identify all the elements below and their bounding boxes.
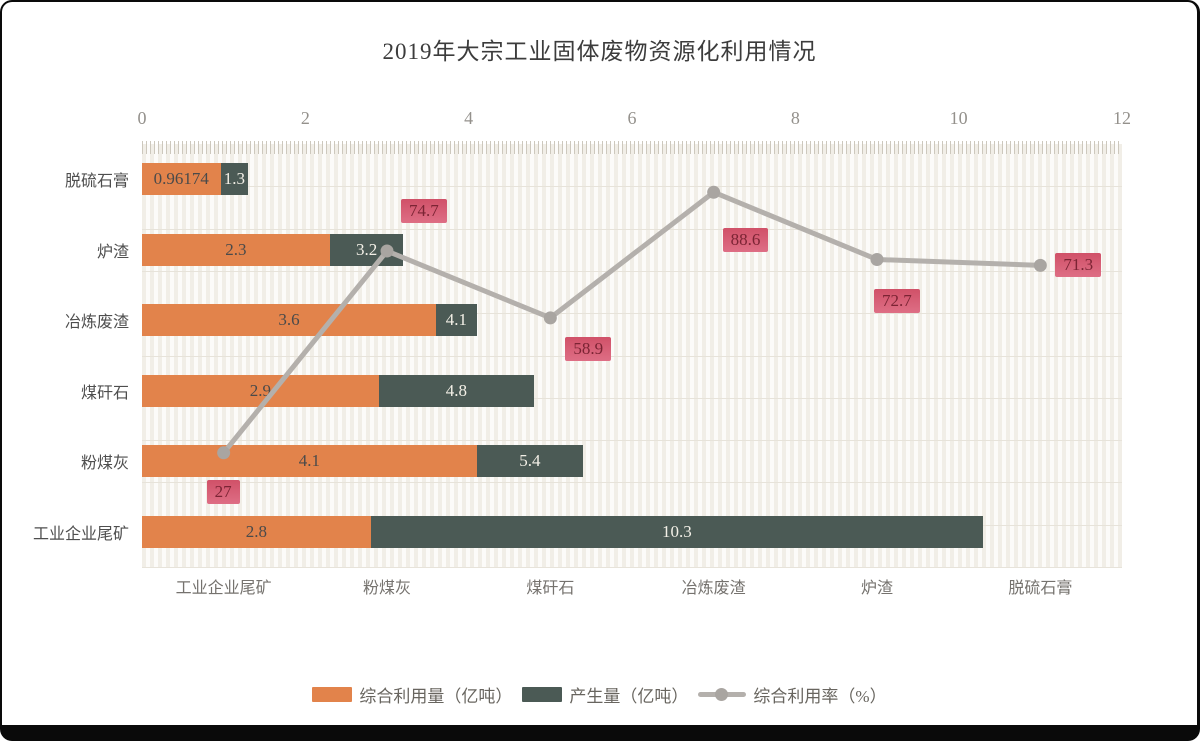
- line-category-label: 冶炼废渣: [681, 580, 746, 597]
- line-category-label: 煤矸石: [526, 580, 575, 597]
- legend-item-production[interactable]: 产生量（亿吨）: [522, 682, 688, 707]
- bar-value-label: 4.8: [445, 380, 468, 400]
- bar-category-label: 粉煤灰: [80, 455, 129, 473]
- rate-point[interactable]: [707, 185, 721, 199]
- bar-utilization[interactable]: [142, 374, 379, 407]
- bar-value-label: 2.3: [225, 239, 247, 259]
- gridline: [142, 355, 1122, 357]
- bar-production[interactable]: [436, 304, 477, 337]
- production-swatch-icon: [522, 687, 563, 702]
- rate-line-path: [221, 189, 1043, 456]
- x-axis-tick-label: 0: [137, 108, 147, 128]
- rate-line-swatch-icon: [698, 687, 747, 702]
- rate-point[interactable]: [217, 446, 231, 460]
- gridline: [142, 313, 1122, 315]
- bar-value-label: 0.96174: [153, 169, 209, 189]
- bar-utilization[interactable]: [142, 445, 477, 478]
- bar-value-label: 3.2: [355, 239, 378, 259]
- bar-category-label: 冶炼废渣: [64, 314, 129, 332]
- x-axis-tick-label: 12: [1113, 108, 1131, 128]
- bar-production[interactable]: [378, 374, 534, 407]
- bar-category-label: 脱硫石膏: [64, 173, 129, 191]
- x-axis-minor-ticks: [142, 141, 1122, 154]
- rate-line-chart: [217, 185, 1047, 460]
- bar-category-label: 煤矸石: [80, 384, 129, 402]
- legend-label-rate: 综合利用率（%）: [753, 687, 887, 706]
- x-axis-tick-label: 4: [464, 108, 474, 128]
- bar-value-label: 1.3: [223, 169, 245, 189]
- bar-value-label: 10.3: [662, 521, 692, 541]
- x-axis-tick-label: 2: [300, 108, 310, 128]
- line-category-label: 炉渣: [860, 580, 894, 597]
- rate-point[interactable]: [543, 311, 557, 325]
- gridline: [142, 270, 1122, 272]
- gridline: [142, 440, 1122, 442]
- rate-point[interactable]: [1033, 258, 1047, 272]
- bar-value-label: 4.1: [445, 310, 468, 330]
- bar-production[interactable]: [476, 445, 583, 478]
- x-axis-tick-label: 8: [790, 108, 800, 128]
- chart-title: 2019年大宗工业固体废物资源化利用情况: [382, 39, 817, 64]
- rate-value-badge: 58.9: [565, 336, 612, 361]
- bar-utilization[interactable]: [142, 233, 330, 266]
- legend-label-production: 产生量（亿吨）: [569, 687, 689, 706]
- bar-utilization[interactable]: [142, 163, 221, 196]
- gridline: [142, 397, 1122, 399]
- bar-value-label: 3.6: [278, 310, 300, 330]
- utilization-swatch-icon: [312, 687, 353, 702]
- line-category-label: 粉煤灰: [362, 580, 412, 597]
- rate-value-badge: 74.7: [401, 199, 447, 224]
- bar-utilization[interactable]: [142, 304, 436, 337]
- rate-point[interactable]: [380, 244, 394, 258]
- rate-point[interactable]: [870, 252, 884, 266]
- bar-value-label: 2.9: [249, 380, 272, 400]
- legend: 综合利用量（亿吨） 产生量（亿吨） 综合利用率（%）: [2, 682, 1197, 707]
- gridline: [142, 186, 1122, 188]
- rate-value-badge: 27: [206, 479, 240, 504]
- bar-category-label: 炉渣: [96, 243, 129, 261]
- gridline: [142, 482, 1122, 484]
- bar-value-label: 5.4: [519, 451, 541, 471]
- line-category-label: 工业企业尾矿: [175, 580, 272, 597]
- rate-value-badge: 72.7: [874, 289, 920, 314]
- bar-production[interactable]: [220, 163, 249, 196]
- x-axis-tick-label: 6: [627, 108, 637, 128]
- rate-value-badge: 88.6: [722, 228, 769, 253]
- legend-item-rate[interactable]: 综合利用率（%）: [698, 682, 887, 707]
- legend-item-utilization[interactable]: 综合利用量（亿吨）: [312, 682, 512, 707]
- x-axis-tick-label: 10: [949, 108, 968, 128]
- bar-production[interactable]: [370, 515, 984, 548]
- bar-category-label: 工业企业尾矿: [32, 525, 129, 543]
- gridline: [142, 228, 1122, 230]
- bar-value-label: 2.8: [245, 521, 267, 541]
- bar-utilization[interactable]: [142, 515, 371, 548]
- line-category-label: 脱硫石膏: [1008, 580, 1073, 597]
- rate-value-badge: 71.3: [1055, 253, 1102, 278]
- gridline: [142, 567, 1122, 568]
- bar-value-label: 4.1: [298, 451, 321, 471]
- legend-label-utilization: 综合利用量（亿吨）: [359, 687, 513, 706]
